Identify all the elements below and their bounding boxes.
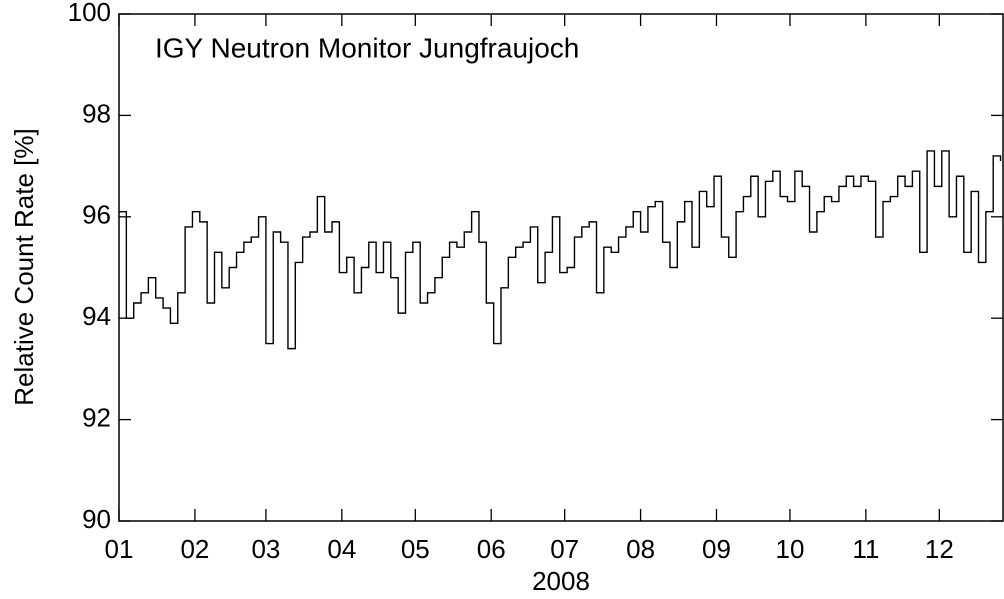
x-tick-label: 09: [702, 534, 731, 564]
x-tick-label: 02: [180, 534, 209, 564]
y-tick-label: 96: [82, 200, 111, 230]
x-tick-label: 06: [477, 534, 506, 564]
chart-title: IGY Neutron Monitor Jungfraujoch: [155, 32, 579, 63]
x-tick-label: 11: [852, 534, 879, 564]
y-tick-label: 98: [82, 98, 111, 128]
y-tick-label: 94: [82, 301, 111, 331]
data-line: [119, 150, 1002, 350]
x-tick-label: 01: [105, 534, 134, 564]
y-tick-label: 100: [68, 0, 111, 27]
y-axis-label: Relative Count Rate [%]: [9, 128, 39, 405]
y-tick-label: 90: [82, 504, 111, 534]
x-tick-label: 04: [327, 534, 356, 564]
x-axis-label: 2008: [532, 566, 590, 596]
x-tick-label: 12: [925, 534, 954, 564]
plot-frame: [118, 13, 1004, 522]
x-tick-label: 07: [550, 534, 579, 564]
x-tick-label: 08: [626, 534, 655, 564]
y-tick-label: 92: [82, 402, 111, 432]
x-tick-label: 03: [251, 534, 280, 564]
x-tick-label: 05: [401, 534, 430, 564]
x-tick-label: 10: [775, 534, 804, 564]
